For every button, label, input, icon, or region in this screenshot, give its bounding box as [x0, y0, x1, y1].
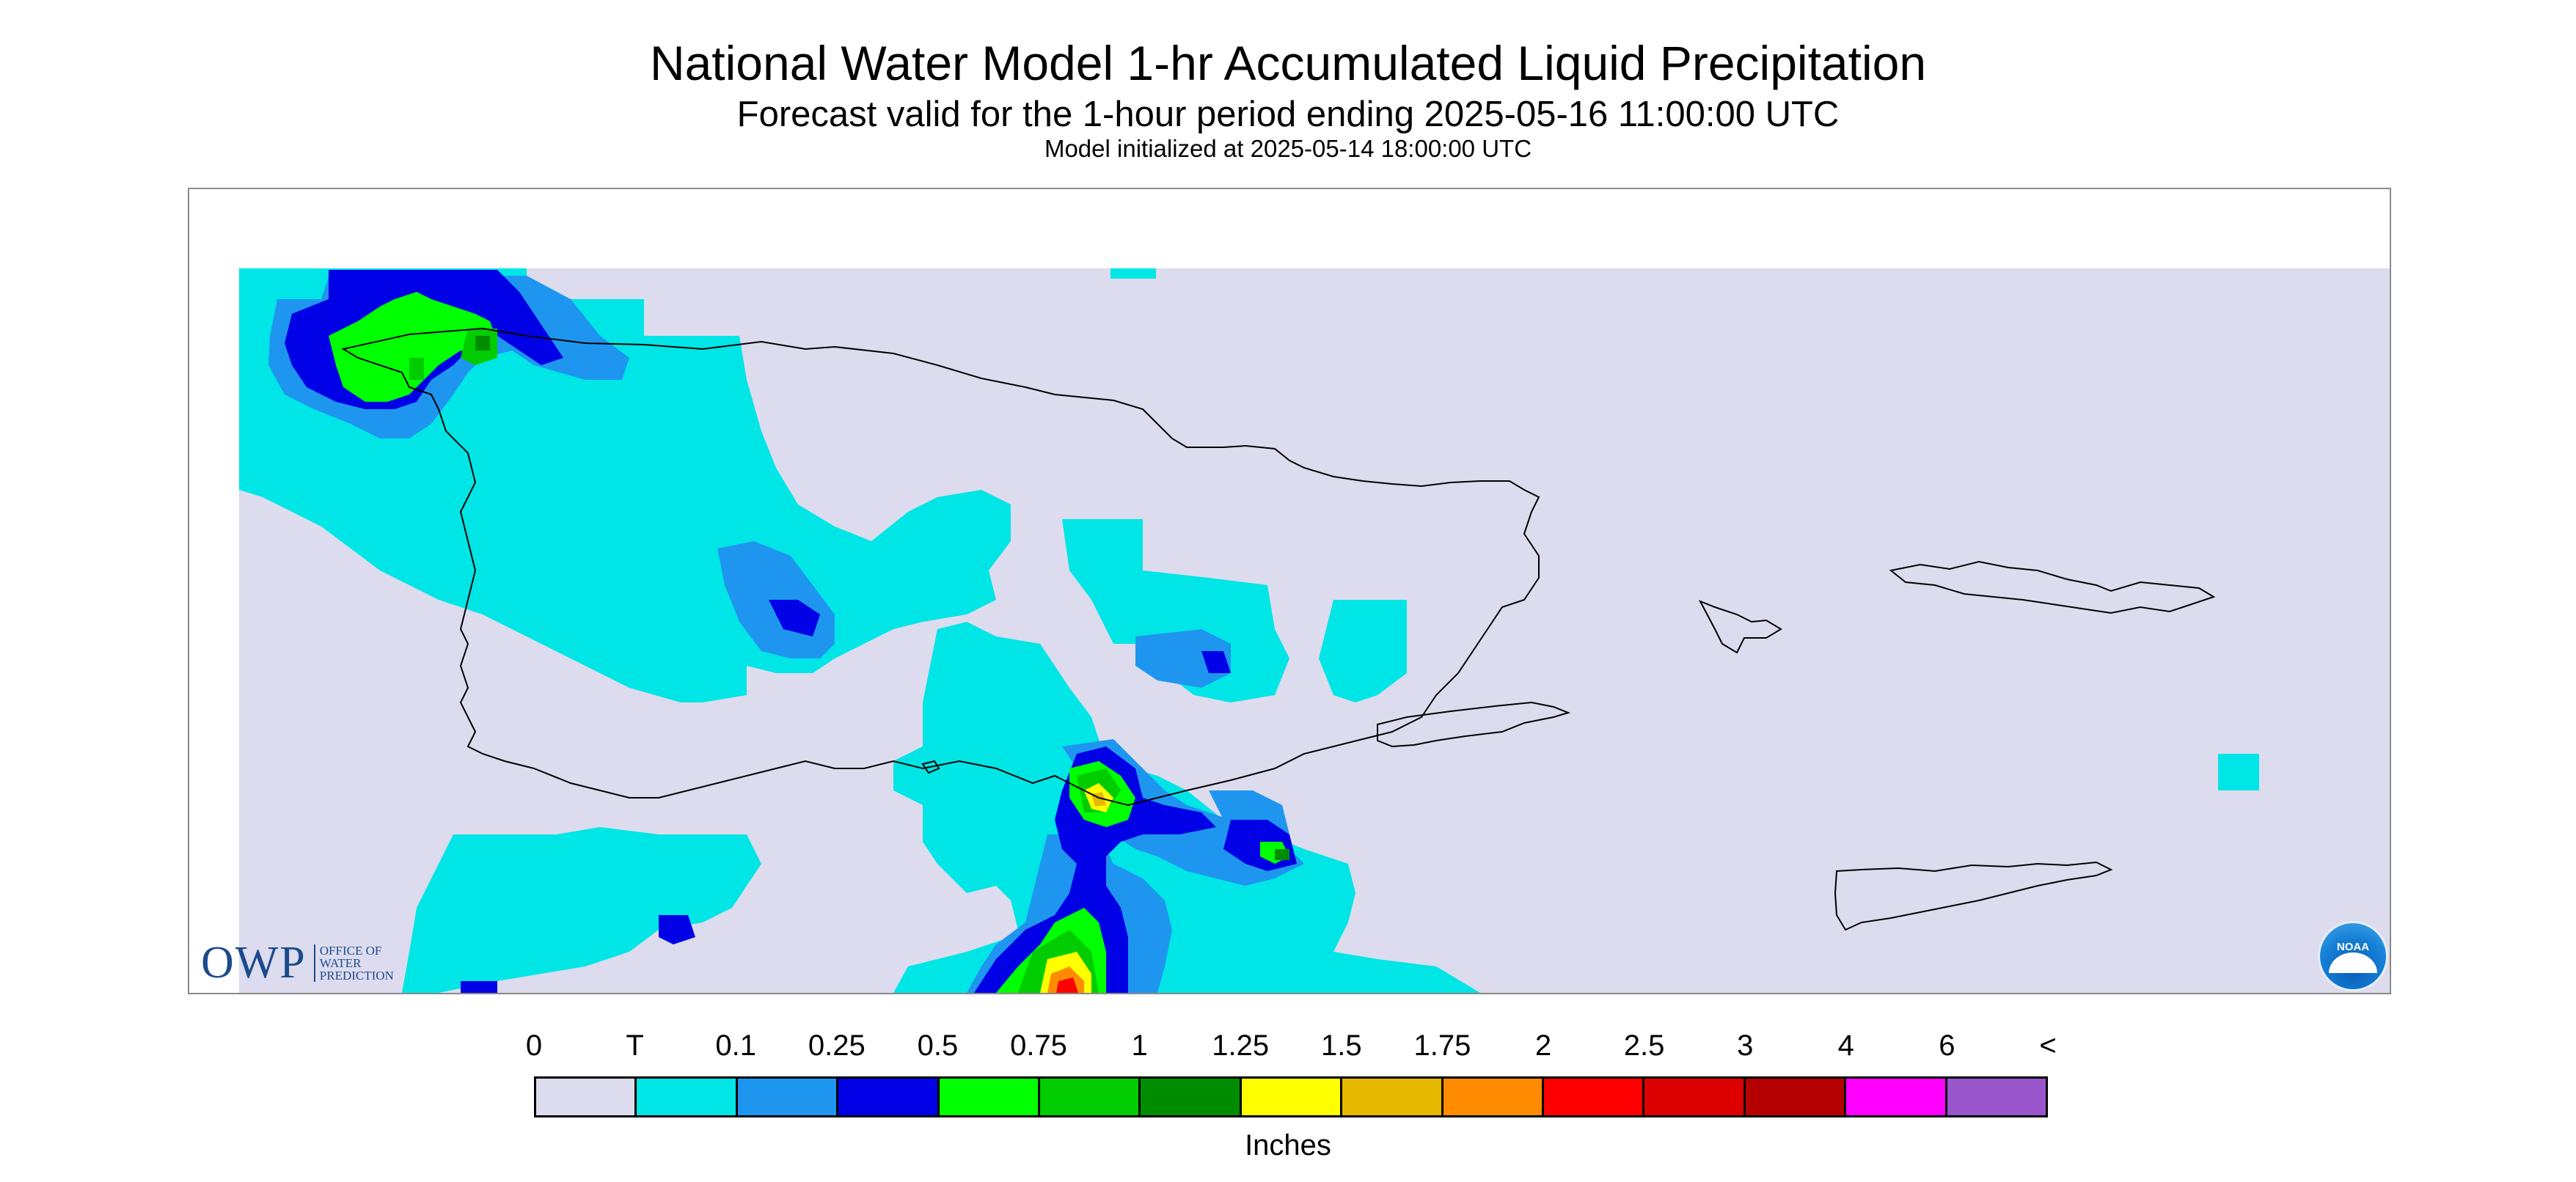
- legend-tick-label: 3: [1737, 1029, 1754, 1062]
- legend-tick-label: 1: [1131, 1029, 1148, 1062]
- precip-trace: [1062, 519, 1289, 702]
- legend-swatch: [1443, 1079, 1545, 1115]
- precipitation-field: [239, 268, 2390, 993]
- legend-swatch: [1342, 1079, 1443, 1115]
- culebra-coast: [1698, 600, 1782, 654]
- legend-swatch: [1544, 1079, 1645, 1115]
- map-subtitle: Forecast valid for the 1-hour period end…: [736, 95, 1840, 134]
- owp-logo-line: OFFICE OF: [319, 943, 382, 958]
- precip-trace: [402, 827, 761, 993]
- vieques-coast: [1377, 701, 1571, 748]
- legend-tick-label: 6: [1939, 1029, 1955, 1062]
- st-croix-coast: [1834, 861, 2113, 931]
- legend-tick-label: 0: [525, 1029, 543, 1062]
- owp-logo-text: OFFICE OF WATER PREDICTION: [313, 943, 394, 983]
- legend-tick-label: 0.5: [917, 1029, 959, 1062]
- legend-swatch: [536, 1079, 637, 1115]
- precipitation-map: OWP OFFICE OF WATER PREDICTION NOAA: [188, 188, 2391, 994]
- precip-dark-green: [1275, 849, 1289, 860]
- model-init-time: Model initialized at 2025-05-14 18:00:00…: [1044, 135, 1532, 162]
- noaa-logo: NOAA: [2318, 921, 2388, 991]
- legend-swatch: [1745, 1079, 1847, 1115]
- precip-blue: [769, 600, 820, 636]
- legend-swatch: [838, 1079, 940, 1115]
- legend-tick-label: 2: [1534, 1029, 1552, 1062]
- legend-swatch: [737, 1079, 839, 1115]
- precip-trace: [1319, 600, 1407, 702]
- st-thomas-stjohn-coast: [1889, 560, 2216, 614]
- precip-trace: [2218, 754, 2259, 790]
- legend-tick-label: 1.75: [1413, 1029, 1471, 1062]
- precip-med-green: [409, 358, 424, 380]
- precip-dark-green: [475, 336, 490, 350]
- precip-light-blue: [1135, 629, 1231, 688]
- owp-logo: OWP OFFICE OF WATER PREDICTION: [201, 937, 394, 988]
- legend-tick-label: 1.25: [1212, 1029, 1270, 1062]
- precip-blue: [1201, 651, 1231, 673]
- legend-units-label: Inches: [1245, 1129, 1331, 1161]
- legend-tick-label: T: [626, 1029, 644, 1062]
- coastline-outlines: [341, 327, 2216, 931]
- puerto-rico-coast: [341, 327, 1540, 807]
- legend-swatch: [637, 1079, 738, 1115]
- legend-swatch: [1644, 1079, 1746, 1115]
- legend-swatch: [1947, 1079, 2046, 1115]
- precip-red: [1056, 977, 1078, 993]
- precip-blue: [974, 746, 1216, 993]
- precip-blue: [461, 981, 497, 993]
- precip-green: [329, 292, 497, 402]
- noaa-logo-text: NOAA: [2336, 941, 2370, 953]
- legend-swatch: [1141, 1079, 1242, 1115]
- color-legend: [534, 1076, 2048, 1117]
- legend-tick-label: 2.5: [1623, 1029, 1665, 1062]
- owp-logo-line: WATER: [319, 955, 362, 970]
- noaa-gull-icon: [2329, 952, 2377, 973]
- legend-swatch: [1241, 1079, 1343, 1115]
- map-title: National Water Model 1-hr Accumulated Li…: [649, 36, 1927, 90]
- legend-tick-label: 0.75: [1010, 1029, 1067, 1062]
- legend-swatch: [1846, 1079, 1947, 1115]
- legend-tick-label: 1.5: [1320, 1029, 1362, 1062]
- owp-logo-mark: OWP: [201, 937, 307, 988]
- precip-trace: [1110, 268, 1156, 279]
- legend-swatch: [1040, 1079, 1141, 1115]
- precip-blue: [659, 915, 695, 944]
- owp-logo-line: PREDICTION: [319, 968, 394, 983]
- legend-tick-label: <: [2039, 1029, 2057, 1062]
- mona-island-coast: [921, 760, 940, 774]
- legend-tick-label: 0.25: [808, 1029, 866, 1062]
- legend-tick-label: 4: [1837, 1029, 1854, 1062]
- legend-tick-label: 0.1: [715, 1029, 756, 1062]
- legend-swatch: [939, 1079, 1041, 1115]
